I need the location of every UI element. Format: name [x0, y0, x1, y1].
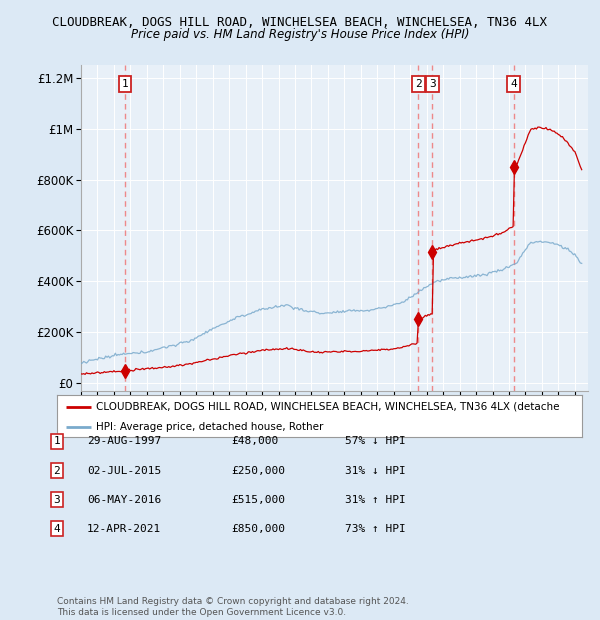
Text: CLOUDBREAK, DOGS HILL ROAD, WINCHELSEA BEACH, WINCHELSEA, TN36 4LX: CLOUDBREAK, DOGS HILL ROAD, WINCHELSEA B…: [53, 16, 548, 29]
Text: 02-JUL-2015: 02-JUL-2015: [87, 466, 161, 476]
Text: 1: 1: [121, 79, 128, 89]
Text: £515,000: £515,000: [231, 495, 285, 505]
Text: £48,000: £48,000: [231, 436, 278, 446]
Text: Price paid vs. HM Land Registry's House Price Index (HPI): Price paid vs. HM Land Registry's House …: [131, 28, 469, 41]
Text: 3: 3: [429, 79, 436, 89]
Text: 4: 4: [510, 79, 517, 89]
Text: HPI: Average price, detached house, Rother: HPI: Average price, detached house, Roth…: [97, 422, 324, 432]
Text: 12-APR-2021: 12-APR-2021: [87, 524, 161, 534]
Text: 3: 3: [53, 495, 61, 505]
Text: 73% ↑ HPI: 73% ↑ HPI: [345, 524, 406, 534]
Text: 4: 4: [53, 524, 61, 534]
Text: 2: 2: [53, 466, 61, 476]
Text: CLOUDBREAK, DOGS HILL ROAD, WINCHELSEA BEACH, WINCHELSEA, TN36 4LX (detache: CLOUDBREAK, DOGS HILL ROAD, WINCHELSEA B…: [97, 402, 560, 412]
Text: 29-AUG-1997: 29-AUG-1997: [87, 436, 161, 446]
Text: Contains HM Land Registry data © Crown copyright and database right 2024.
This d: Contains HM Land Registry data © Crown c…: [57, 598, 409, 617]
Text: 31% ↓ HPI: 31% ↓ HPI: [345, 466, 406, 476]
Text: 57% ↓ HPI: 57% ↓ HPI: [345, 436, 406, 446]
Text: £850,000: £850,000: [231, 524, 285, 534]
Text: 1: 1: [53, 436, 61, 446]
Text: £250,000: £250,000: [231, 466, 285, 476]
Text: 2: 2: [415, 79, 422, 89]
Text: 31% ↑ HPI: 31% ↑ HPI: [345, 495, 406, 505]
Text: 06-MAY-2016: 06-MAY-2016: [87, 495, 161, 505]
